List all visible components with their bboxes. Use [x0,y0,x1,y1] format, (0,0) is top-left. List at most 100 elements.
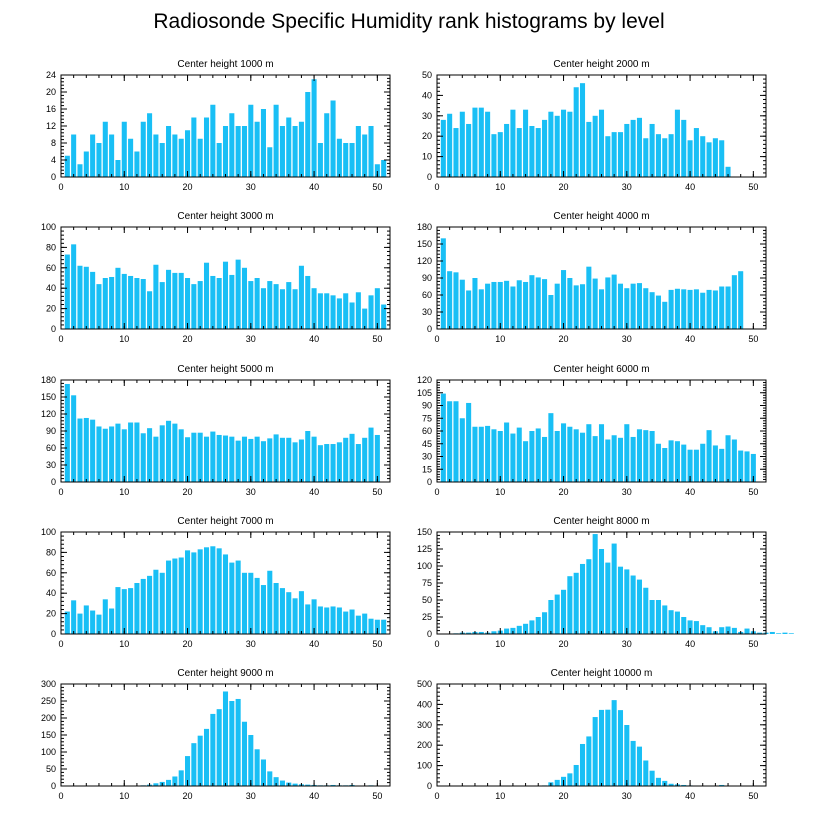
histogram-bar [235,698,241,786]
histogram-bar [115,423,121,482]
x-tick-label: 10 [119,791,129,801]
histogram-bar [567,576,573,634]
x-tick-label: 20 [183,639,193,649]
histogram-bar [466,123,472,177]
x-tick-label: 0 [58,334,63,344]
histogram-bar [535,128,541,177]
histogram-bar [466,402,472,482]
histogram-bar [586,266,592,329]
histogram-bar [529,620,535,634]
histogram-bar [147,113,153,177]
histogram-bar [611,543,617,634]
histogram-bar [134,422,140,482]
y-tick-label: 180 [41,375,56,385]
histogram-bar [121,589,127,634]
histogram-bar [668,783,674,786]
histogram-bar [83,417,89,482]
histogram-bar [738,271,744,329]
histogram-bar [216,143,222,177]
histogram-bar [273,434,279,482]
histogram-bar [96,614,102,634]
histogram-bar [579,563,586,634]
histogram-bar [630,575,636,634]
histogram-bar [159,572,165,634]
histogram-bar [90,610,96,634]
histogram-bar [279,437,285,482]
x-tick-label: 10 [495,487,505,497]
y-tick-label: 15 [422,464,432,474]
histogram-bar [343,143,349,177]
histogram-bar [279,126,285,177]
panel-title: Center height 1000 m [177,59,273,70]
y-tick-label: 50 [46,764,56,774]
x-tick-label: 20 [183,487,193,497]
histogram-bar [362,308,368,329]
histogram-bar [305,784,311,786]
histogram-bar [447,113,453,177]
histogram-bar [523,623,529,634]
histogram-bar [260,109,266,177]
histogram-bar [191,117,197,177]
histogram-bar [235,560,241,634]
histogram-bar [674,109,680,177]
histogram-bar [605,136,611,177]
histogram-bar [248,438,254,482]
x-tick-label: 10 [495,791,505,801]
histogram-bar [64,383,70,482]
histogram-bar [260,288,266,329]
histogram-bar [134,151,140,177]
x-tick-label: 0 [434,182,439,192]
x-tick-label: 30 [246,487,256,497]
histogram-bar [166,269,172,329]
x-tick-label: 10 [495,334,505,344]
x-tick-label: 20 [559,334,569,344]
histogram-bar [611,274,617,329]
histogram-bar [731,439,737,482]
histogram-bar [286,437,292,482]
histogram-bar [485,111,491,177]
histogram-bar [71,134,77,177]
histogram-bar [381,304,387,329]
y-tick-label: 500 [417,679,432,689]
x-tick-label: 20 [559,791,569,801]
histogram-bar [744,451,750,482]
x-tick-label: 50 [748,791,758,801]
x-tick-label: 0 [434,639,439,649]
histogram-bar [324,607,330,634]
histogram-bar [90,271,96,329]
histogram-bar [140,433,146,482]
y-tick-label: 120 [417,256,432,266]
histogram-bar [121,121,127,177]
histogram-bar [222,126,229,177]
histogram-bar [102,278,108,329]
y-tick-label: 10 [422,152,432,162]
histogram-bar [311,599,317,634]
histogram-bar [216,548,222,634]
y-tick-label: 50 [422,595,432,605]
histogram-bar [636,579,642,634]
histogram-panel: Center height 6000 m 0 10 20 30 40 50 0 15 30 45 60… [417,364,767,497]
histogram-bar [738,450,744,482]
y-tick-label: 120 [417,375,432,385]
y-tick-label: 20 [46,304,56,314]
histogram-bar [374,434,380,482]
panel-title: Center height 4000 m [553,211,649,222]
histogram-bar [254,278,260,329]
histogram-bar [548,111,554,177]
histogram-bar [636,429,642,482]
histogram-bar [273,104,279,177]
histogram-bar [510,433,516,482]
histogram-bar [504,422,510,482]
histogram-bar [567,278,573,329]
histogram-bar [649,600,655,634]
histogram-bar [440,238,446,329]
histogram-bar [535,428,541,482]
x-tick-label: 50 [372,182,382,192]
histogram-bar [579,284,586,329]
y-tick-label: 24 [46,70,56,80]
histogram-bar [719,784,725,786]
histogram-bar [241,267,248,329]
histogram-bar [172,272,178,329]
y-tick-label: 100 [41,527,56,537]
histogram-bar [706,430,712,482]
